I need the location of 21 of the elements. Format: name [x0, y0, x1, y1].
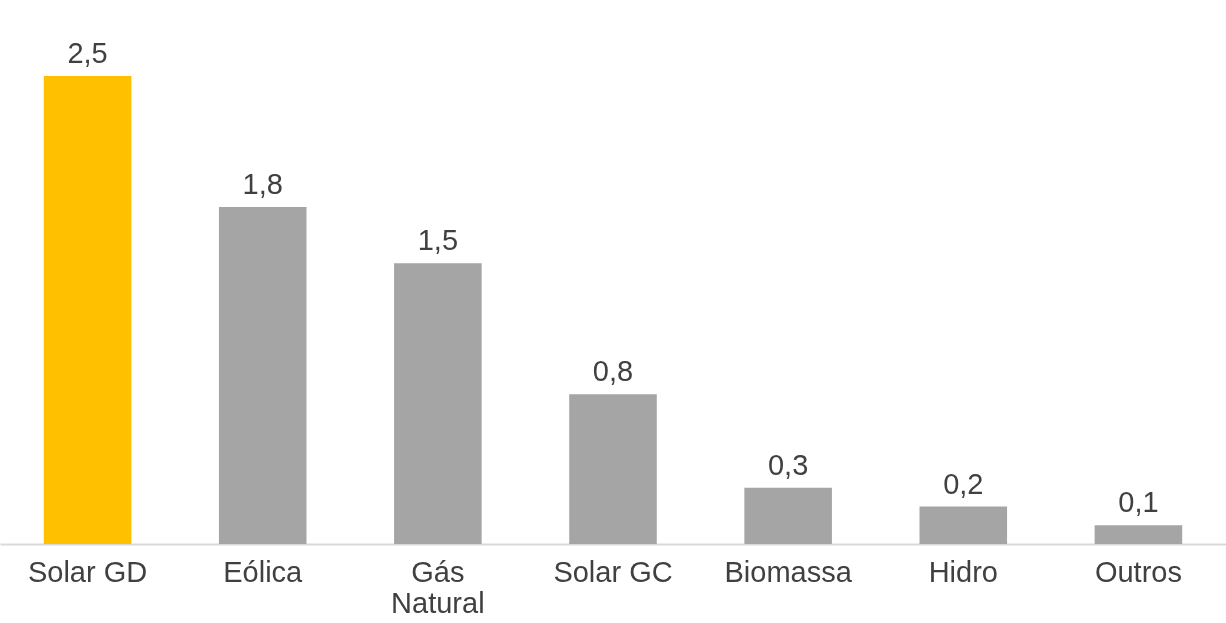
x-tick-label: Hidro [928, 555, 998, 588]
data-label: 0,8 [592, 355, 634, 388]
bar [218, 207, 307, 544]
data-label: 0,3 [767, 448, 809, 481]
bar [569, 394, 657, 544]
bar [43, 76, 132, 544]
x-tick-label: Biomassa [724, 555, 853, 588]
data-label: 2,5 [67, 37, 108, 69]
x-tick-label: Solar GC [553, 555, 673, 588]
data-label: 0,2 [943, 467, 984, 500]
x-tick-label: Gás Natural [391, 555, 485, 619]
bar [744, 487, 832, 544]
bar [1094, 525, 1183, 544]
data-label: 0,1 [1118, 486, 1159, 519]
x-tick-label: Solar GD [27, 555, 148, 588]
x-tick-label: Eólica [223, 555, 304, 588]
data-label: 1,5 [417, 224, 459, 257]
bar [394, 263, 482, 544]
data-label: 1,8 [242, 168, 283, 201]
x-tick-label: Outros [1094, 555, 1182, 588]
bar [919, 506, 1008, 544]
